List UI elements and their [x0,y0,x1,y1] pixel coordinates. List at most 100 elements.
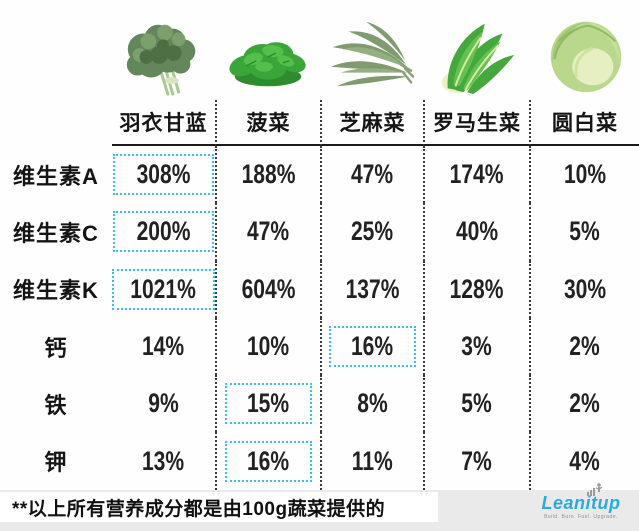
value-cell: 40% [423,203,529,261]
value-cell: 5% [529,203,639,261]
logo-wordmark: Leanitup [541,493,621,513]
value-text: 2% [569,388,601,419]
nutrition-table: 羽衣甘蓝 菠菜 芝麻菜 罗马生菜 圆白菜 维生素A 308% 188% 47% … [0,100,639,490]
value-text: 5% [461,388,493,419]
value-text: 128% [450,273,504,304]
value-text: 1021% [130,273,197,304]
romaine-image [428,12,526,100]
footnote-text: **以上所有营养成分都是由100g蔬菜提供的 [12,498,386,520]
value-cell: 1021% [112,261,215,318]
value-text: 174% [450,159,504,190]
value-text: 7% [461,445,493,476]
value-text: 9% [148,388,179,419]
highlight-box: 3% [441,326,513,367]
value-text: 188% [241,159,296,190]
highlight-box: 200% [112,211,215,253]
value-text: 8% [357,388,388,419]
arugula-image [323,12,421,100]
highlight-box: 30% [542,269,628,310]
value-cell: 3% [423,317,529,376]
value-text: 25% [351,216,394,247]
highlight-box: 137% [322,269,423,310]
value-cell: 4% [529,432,639,490]
header-spacer [0,100,112,146]
highlight-box: 10% [542,154,628,195]
value-cell: 137% [320,260,423,318]
row-label-iron: 铁 [44,392,68,418]
climbing-figure-icon [587,483,603,501]
value-text: 47% [351,159,394,190]
value-text: 3% [461,331,493,362]
value-text: 2% [569,331,601,362]
highlight-box: 8% [337,383,409,424]
value-cell: 308% [112,146,215,203]
value-cell: 11% [320,432,423,490]
highlight-box: 1021% [112,268,215,310]
highlight-box: 13% [120,441,206,482]
value-cell: 16% [320,317,423,376]
value-text: 16% [351,331,394,362]
value-cell: 128% [423,260,529,318]
cabbage-image [537,12,635,100]
row-label-potassium: 钾 [44,450,68,476]
value-text: 16% [247,445,290,476]
row-label-calcium: 钙 [44,335,68,361]
kale-image [114,12,212,100]
column-header-kale: 羽衣甘蓝 [112,100,215,146]
highlight-box: 7% [441,441,513,482]
value-text: 308% [136,159,191,190]
value-text: 5% [569,216,601,247]
value-text: 11% [352,445,393,476]
highlight-box: 10% [225,326,311,367]
value-cell: 604% [215,260,320,318]
value-text: 15% [247,388,290,419]
value-cell: 13% [112,432,215,489]
value-text: 14% [142,331,185,362]
value-cell: 2% [529,317,639,376]
value-cell: 9% [112,375,215,432]
value-cell: 188% [215,146,320,204]
row-label-vitamin-a: 维生素A [13,163,99,189]
value-cell: 15% [215,375,320,433]
value-text: 137% [345,273,400,304]
value-text: 47% [247,216,290,247]
highlight-box: 2% [549,383,621,424]
column-header-spinach: 菠菜 [215,100,320,146]
value-cell: 25% [320,203,423,261]
value-cell: 10% [215,317,320,376]
value-cell: 10% [529,146,639,204]
value-text: 10% [563,159,607,190]
highlight-box: 604% [218,269,319,310]
highlight-box: 308% [112,154,215,196]
value-cell: 174% [423,146,529,204]
value-text: 200% [136,216,191,247]
row-label-vitamin-k: 维生素K [13,278,99,304]
footnote-box: **以上所有营养成分都是由100g蔬菜提供的 [0,492,438,522]
highlight-box: 16% [225,440,312,482]
highlight-box: 15% [225,383,312,425]
highlight-box: 40% [434,211,520,252]
highlight-box: 47% [329,154,415,195]
value-cell: 7% [423,432,529,490]
value-text: 40% [455,216,499,247]
highlight-box: 174% [426,154,527,195]
highlight-box: 11% [330,441,415,482]
value-cell: 2% [529,375,639,433]
highlight-box: 5% [549,211,621,252]
value-cell: 47% [215,203,320,261]
highlight-box: 9% [128,383,200,424]
column-header-arugula: 芝麻菜 [320,100,423,146]
value-cell: 8% [320,375,423,433]
spinach-image [219,12,317,100]
value-cell: 16% [215,432,320,490]
leanitup-logo: Leanitup Build. Burn. Fuel. Upgrade. [533,483,629,520]
value-cell: 14% [112,318,215,375]
highlight-box: 128% [426,269,527,310]
highlight-box: 14% [120,326,206,367]
row-label-vitamin-c: 维生素C [13,220,99,246]
value-cell: 47% [320,146,423,204]
value-text: 604% [241,273,296,304]
highlight-box: 47% [225,211,311,252]
value-text: 10% [247,331,290,362]
